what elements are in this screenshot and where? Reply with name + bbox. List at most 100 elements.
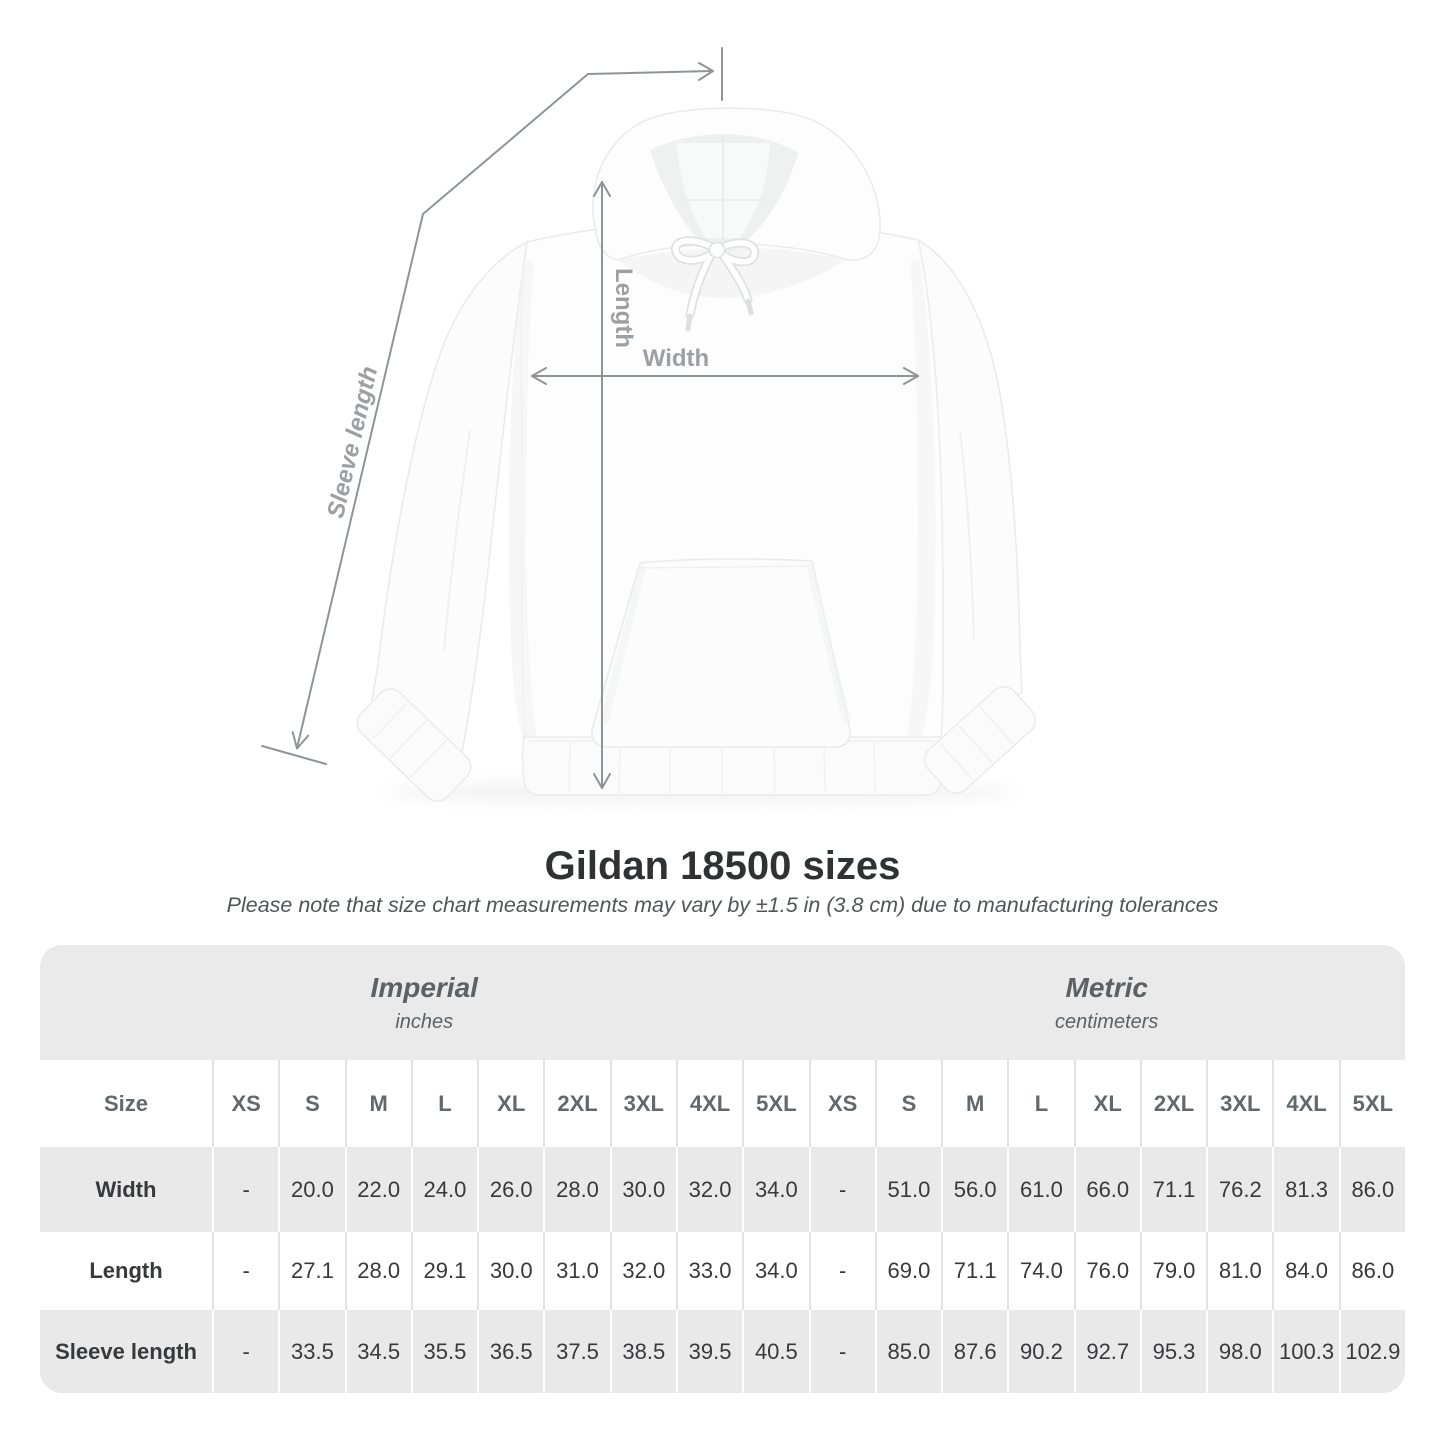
table-cell: 100.3 — [1272, 1310, 1338, 1393]
table-cell: 30.0 — [477, 1232, 543, 1310]
table-cell: 79.0 — [1139, 1232, 1206, 1310]
arrowhead-left-icon — [531, 367, 547, 385]
table-cell: 30.0 — [609, 1147, 676, 1232]
table-cell: - — [808, 1147, 875, 1232]
table-cell: 34.0 — [742, 1232, 808, 1310]
table-cell: 86.0 — [1338, 1232, 1405, 1310]
table-cell: 95.3 — [1139, 1310, 1206, 1393]
table-cell: 39.5 — [675, 1310, 742, 1393]
sleeve-length-measure-label: Sleeve length — [322, 364, 383, 521]
table-cell: 27.1 — [278, 1232, 344, 1310]
size-col-header: 4XL — [1272, 1060, 1338, 1147]
row-label: Length — [89, 1258, 163, 1283]
size-col-header: L — [410, 1060, 477, 1147]
table-cell: 20.0 — [278, 1147, 344, 1232]
table-cell: 35.5 — [410, 1310, 477, 1393]
table-cell: 71.1 — [1139, 1147, 1206, 1232]
size-header-row: Size XS S M L XL 2XL 3XL 4XL 5XL XS S M L XL 2XL 3XL 4XL… — [40, 1060, 1405, 1147]
table-cell: 102.9 — [1338, 1310, 1405, 1393]
size-col-header: XS — [808, 1060, 875, 1147]
table-cell: 92.7 — [1073, 1310, 1140, 1393]
sleeve-bottom-tick — [261, 745, 327, 765]
table-cell: 31.0 — [543, 1232, 609, 1310]
table-cell: 29.1 — [410, 1232, 477, 1310]
size-col-header: XS — [212, 1060, 278, 1147]
table-cell: - — [212, 1310, 278, 1393]
table-cell: 74.0 — [1007, 1232, 1073, 1310]
table-row: Width -20.0 22.0 24.0 26.0 28.0 30.0 32.0 34.0-5… — [40, 1147, 1405, 1232]
metric-label: Metric — [1065, 971, 1148, 1003]
size-col-header: S — [278, 1060, 344, 1147]
table-cell: - — [808, 1310, 875, 1393]
hoodie-illustration — [356, 107, 1037, 802]
length-measure-label: Length — [610, 268, 637, 348]
width-measure-label: Width — [643, 345, 709, 372]
imperial-unit: inches — [395, 1010, 454, 1033]
table-cell: 71.1 — [941, 1232, 1007, 1310]
table-cell: 26.0 — [477, 1147, 543, 1232]
measurement-arrows — [261, 47, 919, 789]
size-col-header: M — [941, 1060, 1007, 1147]
size-col-header: 5XL — [742, 1060, 808, 1147]
table-cell: 56.0 — [941, 1147, 1007, 1232]
arrowhead-right-icon — [698, 62, 714, 81]
metric-unit: centimeters — [1055, 1010, 1159, 1033]
size-col-header: 4XL — [675, 1060, 742, 1147]
table-cell: 40.5 — [742, 1310, 808, 1393]
table-cell: 33.5 — [278, 1310, 344, 1393]
imperial-section-header: Imperial inches — [40, 945, 808, 1060]
table-row: Sleeve length -33.5 34.5 35.5 36.5 37.5 38.5 39… — [40, 1310, 1405, 1393]
table-cell: 66.0 — [1073, 1147, 1140, 1232]
hoodie-measurement-diagram: Length Width Sleeve length — [261, 47, 1037, 805]
table-cell: 34.5 — [344, 1310, 411, 1393]
table-cell: 37.5 — [543, 1310, 609, 1393]
size-col-header: XL — [477, 1060, 543, 1147]
row-label: Width — [95, 1176, 157, 1202]
arrowhead-down-left-icon — [291, 731, 310, 750]
table-cell: - — [212, 1232, 278, 1310]
table-cell: 38.5 — [609, 1310, 676, 1393]
table-cell: 32.0 — [675, 1147, 742, 1232]
tolerance-note: Please note that size chart measurements… — [226, 893, 1219, 917]
table-cell: 98.0 — [1206, 1310, 1272, 1393]
table-cell: 33.0 — [675, 1232, 742, 1310]
table-cell: 90.2 — [1007, 1310, 1073, 1393]
size-col-header: XL — [1073, 1060, 1140, 1147]
size-col-header: 3XL — [609, 1060, 676, 1147]
table-cell: 81.0 — [1206, 1232, 1272, 1310]
table-cell: 22.0 — [344, 1147, 411, 1232]
size-column-header: Size — [103, 1090, 149, 1116]
table-cell: 69.0 — [874, 1232, 941, 1310]
arrowhead-right2-icon — [903, 367, 919, 385]
table-cell: 76.2 — [1206, 1147, 1272, 1232]
table-body: Width -20.0 22.0 24.0 26.0 28.0 30.0 32.0 34.0-5… — [40, 1147, 1405, 1393]
metric-section-header: Metric centimeters — [808, 945, 1405, 1060]
table-cell: 28.0 — [344, 1232, 411, 1310]
table-cell: - — [808, 1232, 875, 1310]
size-col-header: L — [1007, 1060, 1073, 1147]
table-cell: 81.3 — [1272, 1147, 1338, 1232]
table-cell: 32.0 — [609, 1232, 676, 1310]
table-row: Length -27.1 28.0 29.1 30.0 31.0 32.0 33.0 34.0-… — [40, 1232, 1405, 1310]
table-cell: 85.0 — [874, 1310, 941, 1393]
arrowhead-up-icon — [593, 181, 611, 197]
table-cell: 24.0 — [410, 1147, 477, 1232]
size-col-header: S — [874, 1060, 941, 1147]
table-cell: 28.0 — [543, 1147, 609, 1232]
table-cell: - — [212, 1147, 278, 1232]
table-cell: 87.6 — [941, 1310, 1007, 1393]
size-col-header: 2XL — [543, 1060, 609, 1147]
table-cell: 34.0 — [742, 1147, 808, 1232]
size-col-header: M — [344, 1060, 411, 1147]
imperial-label: Imperial — [370, 971, 478, 1003]
size-col-header: 3XL — [1206, 1060, 1272, 1147]
table-cell: 76.0 — [1073, 1232, 1140, 1310]
size-col-header: 5XL — [1338, 1060, 1405, 1147]
size-chart-table: Imperial inches Metric centimeters Size … — [40, 945, 1405, 1393]
row-label: Sleeve length — [55, 1338, 197, 1364]
unit-header-band: Imperial inches Metric centimeters — [40, 945, 1405, 1060]
table-cell: 86.0 — [1338, 1147, 1405, 1232]
size-col-header: 2XL — [1139, 1060, 1206, 1147]
table-cell: 36.5 — [477, 1310, 543, 1393]
